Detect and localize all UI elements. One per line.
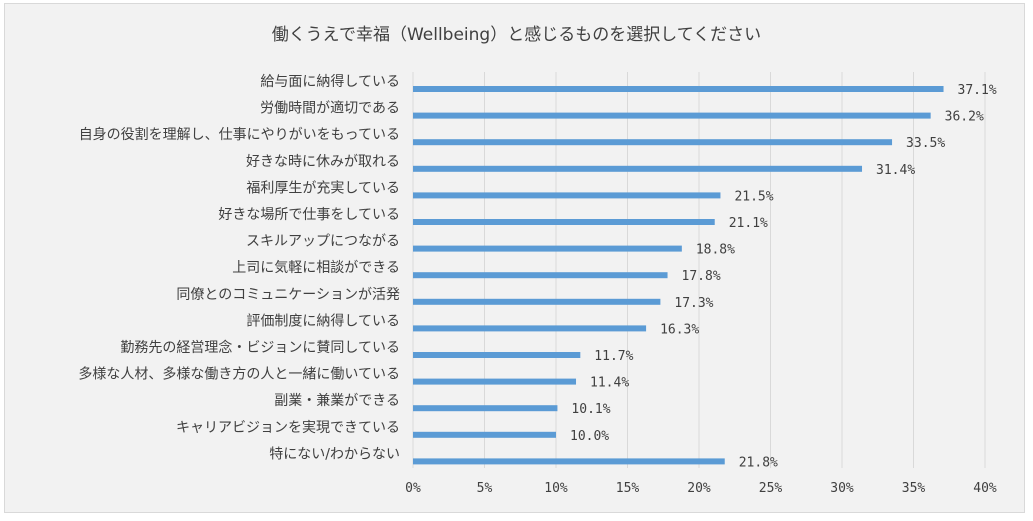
bar (413, 431, 556, 438)
bar (413, 458, 725, 465)
data-label: 37.1% (958, 83, 997, 98)
bar (413, 325, 647, 332)
category-label: 多様な人材、多様な働き方の人と一緒に働いている (78, 366, 400, 383)
data-label: 10.1% (571, 402, 610, 417)
bar (413, 298, 661, 305)
bar (413, 219, 715, 225)
category-label: 福利厚生が充実している (246, 180, 400, 196)
data-label: 33.5% (906, 136, 945, 151)
data-label: 10.0% (570, 429, 609, 444)
category-label: 好きな時に休みが取れる (246, 154, 400, 170)
category-label: 同僚とのコミュニケーションが活発 (176, 287, 400, 303)
bar (413, 139, 893, 146)
bar (413, 378, 577, 385)
x-tick-label: 15% (616, 481, 640, 496)
bar (413, 245, 682, 252)
bar (413, 112, 931, 119)
data-label: 11.7% (594, 349, 633, 364)
x-tick-label: 5% (477, 481, 493, 496)
x-tick-label: 30% (830, 481, 854, 496)
data-label: 18.8% (696, 243, 735, 258)
data-label: 21.8% (739, 455, 778, 470)
data-label: 21.5% (734, 189, 773, 204)
x-tick-label: 35% (902, 481, 926, 496)
bar (413, 405, 558, 412)
bar (413, 192, 721, 199)
data-label: 17.3% (674, 296, 713, 311)
x-tick-label: 25% (759, 481, 783, 496)
x-tick-label: 40% (973, 481, 997, 496)
x-tick-label: 0% (405, 481, 421, 496)
data-label: 31.4% (876, 163, 915, 178)
data-label: 17.8% (682, 269, 721, 284)
category-label: 上司に気軽に相談ができる (232, 260, 400, 276)
category-label: 自身の役割を理解し、仕事にやりがいをもっている (79, 126, 400, 143)
category-label: 特にない/わからない (269, 446, 400, 462)
bar (413, 86, 944, 92)
bar (413, 352, 581, 358)
data-label: 36.2% (945, 110, 984, 125)
bar (413, 272, 668, 279)
category-label: 勤務先の経営理念・ビジョンに賛同している (120, 339, 400, 356)
category-label: キャリアビジョンを実現できている (176, 420, 400, 436)
x-tick-label: 20% (687, 481, 711, 496)
category-label: 副業・兼業ができる (274, 393, 400, 409)
category-label: 給与面に納得している (260, 73, 400, 90)
data-label: 21.1% (729, 216, 768, 231)
category-label: スキルアップにつながる (246, 234, 400, 250)
category-label: 好きな場所で仕事をしている (218, 207, 400, 223)
data-label: 16.3% (660, 322, 699, 337)
chart-title: 働くうえで幸福（Wellbeing）と感じるものを選択してください (271, 25, 762, 45)
bar (413, 165, 863, 172)
category-label: 労働時間が適切である (260, 100, 400, 117)
x-tick-label: 10% (544, 481, 568, 496)
data-label: 11.4% (590, 376, 629, 391)
category-label: 評価制度に納得している (246, 312, 400, 329)
